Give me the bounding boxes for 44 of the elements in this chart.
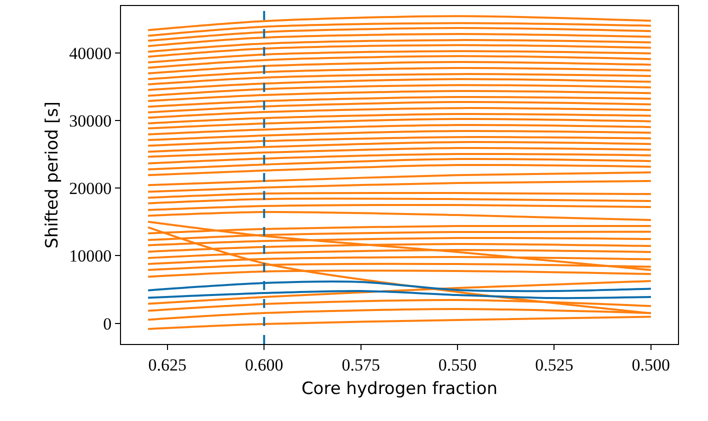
line-series <box>147 22 652 37</box>
line-series <box>147 101 652 114</box>
y-tick-label: 30000 <box>69 111 112 130</box>
line-series <box>147 27 652 42</box>
line-series <box>147 61 652 74</box>
line-series <box>147 107 652 119</box>
line-series <box>147 118 652 130</box>
line-series <box>147 171 652 186</box>
y-tick-label: 0 <box>103 314 112 334</box>
line-series <box>147 84 652 97</box>
x-tick-label: 0.600 <box>244 355 284 374</box>
line-series <box>147 39 652 53</box>
line-series <box>147 90 652 102</box>
y-axis-title: Shifted period [s] <box>42 102 63 248</box>
line-series <box>147 73 652 86</box>
line-series <box>147 112 652 124</box>
line-series <box>147 141 652 153</box>
line-series <box>147 130 652 142</box>
y-tick-label: 40000 <box>69 44 112 63</box>
line-series <box>147 211 652 222</box>
line-series <box>147 44 652 58</box>
line-series <box>147 55 652 69</box>
line-series <box>147 136 652 147</box>
x-tick-label: 0.625 <box>148 355 187 374</box>
x-axis-title: Core hydrogen fraction <box>301 378 498 399</box>
x-tick-label: 0.575 <box>342 355 380 374</box>
line-series <box>147 164 652 176</box>
line-series <box>147 290 652 300</box>
line-series <box>147 146 652 158</box>
y-tick-label: 10000 <box>69 246 112 266</box>
line-series <box>147 158 652 170</box>
line-series <box>147 33 652 48</box>
line-series <box>147 67 652 80</box>
x-tick-label: 0.525 <box>535 355 574 374</box>
x-tick-label: 0.500 <box>632 355 670 374</box>
y-tick-label: 20000 <box>69 179 112 198</box>
line-series <box>147 15 652 32</box>
line-series <box>147 180 652 193</box>
line-series <box>147 152 652 164</box>
line-series <box>147 96 652 108</box>
line-series <box>147 124 652 136</box>
line-series <box>147 50 652 64</box>
x-tick-label: 0.550 <box>438 355 477 374</box>
line-series <box>147 78 652 92</box>
